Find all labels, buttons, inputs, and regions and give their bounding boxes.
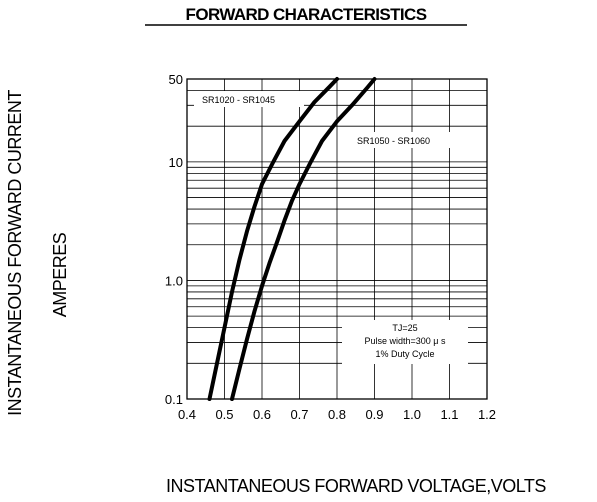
tick-labels: 0.4 0.5 0.6 0.7 0.8 0.9 1.0 1.1 1.2 0.1 1.0 10 50 bbox=[165, 72, 496, 422]
y-tick-label: 0.1 bbox=[165, 392, 183, 407]
conditions-note-line-3: 1% Duty Cycle bbox=[375, 349, 434, 359]
x-axis-label: INSTANTANEOUS FORWARD VOLTAGE,VOLTS bbox=[166, 476, 546, 496]
series-label-bg-2 bbox=[351, 132, 461, 148]
x-tick-label: 1.0 bbox=[403, 407, 421, 422]
series-line-1 bbox=[207, 77, 339, 401]
series-curves bbox=[207, 77, 377, 401]
y-tick-label: 1.0 bbox=[165, 273, 183, 288]
conditions-note-line-2: Pulse width=300 μ s bbox=[365, 336, 446, 346]
series-label-sr1050-sr1060: SR1050 - SR1060 bbox=[357, 136, 430, 146]
y-tick-label: 10 bbox=[169, 155, 183, 170]
series-label-bg-1 bbox=[194, 91, 304, 107]
series-line-2 bbox=[230, 77, 377, 401]
series-label-sr1020-sr1045: SR1020 - SR1045 bbox=[202, 95, 275, 105]
conditions-note-bg bbox=[342, 320, 468, 364]
x-tick-label: 0.6 bbox=[253, 407, 271, 422]
x-tick-label: 1.2 bbox=[478, 407, 496, 422]
x-tick-label: 0.4 bbox=[178, 407, 196, 422]
conditions-note-line-1: TJ=25 bbox=[392, 323, 417, 333]
y-axis-label: INSTANTANEOUS FORWARD CURRENT bbox=[5, 90, 25, 416]
x-tick-label: 0.7 bbox=[290, 407, 308, 422]
chart-title: FORWARD CHARACTERISTICS bbox=[186, 5, 427, 24]
y-axis-label-units: AMPERES bbox=[50, 232, 70, 317]
x-tick-label: 0.8 bbox=[328, 407, 346, 422]
x-tick-label: 1.1 bbox=[440, 407, 458, 422]
y-tick-label: 50 bbox=[169, 72, 183, 87]
x-tick-label: 0.5 bbox=[215, 407, 233, 422]
x-tick-label: 0.9 bbox=[365, 407, 383, 422]
